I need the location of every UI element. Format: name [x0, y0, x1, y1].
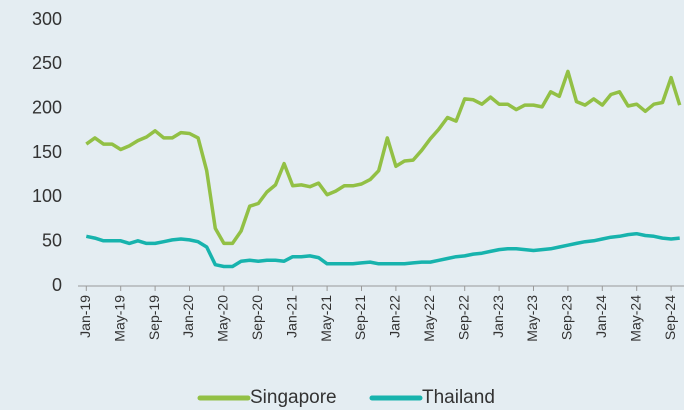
y-tick-label: 200 — [32, 97, 62, 117]
line — [85, 69, 682, 246]
x-tick-label: May-24 — [627, 295, 643, 342]
x-tick-label: May-22 — [421, 295, 437, 342]
y-tick-label: 0 — [52, 275, 62, 295]
x-tick-label: Jan-22 — [387, 295, 403, 338]
x-tick-label: Sep-23 — [559, 295, 575, 340]
x-tick-label: May-20 — [215, 295, 231, 342]
y-tick-label: 50 — [42, 230, 62, 250]
x-tick-label: Jan-20 — [180, 295, 196, 338]
y-tick-label: 300 — [32, 9, 62, 29]
y-tick-label: 100 — [32, 186, 62, 206]
x-tick-label: Sep-20 — [249, 295, 265, 340]
line — [85, 231, 680, 269]
x-tick-label: May-21 — [318, 295, 334, 342]
x-tick-label: Sep-22 — [455, 295, 471, 340]
x-tick-label: Sep-24 — [662, 295, 678, 340]
x-tick-label: Jan-21 — [283, 295, 299, 338]
x-tick-label: Sep-21 — [352, 295, 368, 340]
x-tick-label: May-23 — [524, 295, 540, 342]
legend-label: Singapore — [250, 387, 337, 408]
x-tick-label: Sep-19 — [146, 295, 162, 340]
y-tick-label: 250 — [32, 53, 62, 73]
legend-label: Thailand — [422, 387, 495, 408]
x-tick-label: Jan-24 — [593, 295, 609, 338]
x-tick-label: Jan-19 — [77, 295, 93, 338]
y-tick-label: 150 — [32, 142, 62, 162]
x-tick-label: Jan-23 — [490, 295, 506, 338]
x-tick-label: May-19 — [111, 295, 127, 342]
